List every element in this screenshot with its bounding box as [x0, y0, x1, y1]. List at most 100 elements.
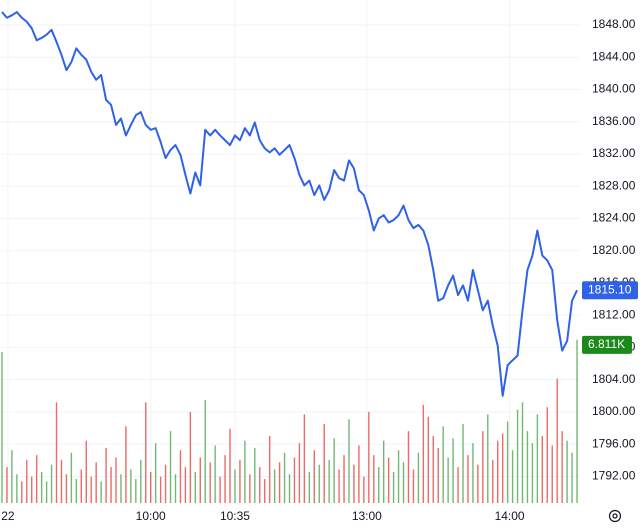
- x-tick-label: 22: [1, 509, 15, 523]
- volume-bar: [511, 450, 514, 503]
- volume-bar: [140, 459, 142, 503]
- volume-bar: [323, 423, 325, 503]
- price-label-box: [582, 281, 638, 300]
- volume-bar: [432, 435, 434, 503]
- volume-bar: [194, 471, 197, 503]
- volume-bar: [571, 452, 573, 503]
- y-tick-label: 1836.00: [592, 114, 636, 128]
- volume-bar: [50, 464, 53, 503]
- volume-bar: [159, 476, 162, 503]
- volume-bar: [447, 457, 449, 503]
- volume-bar: [472, 443, 474, 503]
- volume-bar: [541, 435, 544, 503]
- volume-bar: [80, 469, 82, 503]
- x-tick-label: 13:00: [352, 509, 382, 523]
- y-tick-label: 1800.00: [592, 404, 636, 418]
- volume-bar: [333, 438, 335, 503]
- volume-bar: [358, 445, 360, 503]
- x-tick-label: 10:35: [220, 509, 250, 523]
- volume-bar: [26, 459, 28, 503]
- volume-bar: [353, 464, 355, 503]
- volume-bar: [382, 440, 385, 503]
- volume-bar: [11, 450, 13, 503]
- volume-bar: [467, 455, 469, 503]
- volume-bar: [313, 450, 315, 503]
- volume-bar: [526, 431, 529, 503]
- y-tick-label: 1840.00: [592, 82, 636, 96]
- volume-bar: [293, 457, 296, 503]
- volume-bar: [120, 474, 122, 503]
- volume-bar: [249, 474, 251, 503]
- volume-bar: [35, 455, 38, 503]
- volume-bar: [506, 421, 509, 503]
- volume-bar: [268, 435, 271, 503]
- settings-icon[interactable]: [608, 509, 622, 523]
- volume-bar: [492, 459, 494, 503]
- price-label: 1815.10: [588, 282, 632, 296]
- gear-inner: [612, 513, 618, 519]
- volume-bar: [482, 431, 484, 503]
- volume-bar: [1, 352, 3, 503]
- volume-bar: [437, 447, 439, 503]
- volume-bar: [442, 426, 444, 503]
- volume-bar: [100, 481, 102, 503]
- volume-bar: [462, 423, 464, 503]
- volume-bar: [273, 469, 276, 503]
- volume-bar: [397, 450, 400, 503]
- volume-bar: [204, 400, 206, 503]
- volume-bar: [229, 428, 231, 503]
- volume-bar: [224, 455, 226, 503]
- volume-bar: [318, 464, 320, 503]
- y-tick-label: 1832.00: [592, 146, 636, 160]
- y-tick-label: 1824.00: [592, 211, 636, 225]
- volume-bar: [85, 440, 87, 503]
- volume-bar: [303, 414, 306, 503]
- volume-bar: [31, 476, 33, 503]
- volume-bar: [70, 452, 73, 503]
- volume-bar: [283, 452, 286, 503]
- volume-bar: [417, 452, 420, 503]
- volume-bar: [551, 445, 553, 503]
- volume-bar: [150, 471, 152, 503]
- volume-bar: [55, 402, 58, 503]
- volume-bar: [259, 467, 261, 503]
- volume-bar: [328, 459, 330, 503]
- volume-bar: [536, 414, 539, 503]
- volume-bar: [105, 447, 107, 503]
- volume-bar: [368, 411, 370, 503]
- volume-bar: [412, 469, 415, 503]
- volume-bar: [422, 404, 425, 503]
- volume-bar: [516, 409, 519, 503]
- volume-bar: [378, 467, 380, 503]
- volume-bar: [363, 476, 365, 503]
- volume-bar: [45, 481, 48, 503]
- volume-bar: [407, 431, 410, 503]
- volume-bar: [95, 462, 97, 503]
- volume-bar: [40, 471, 43, 503]
- volume-bar: [556, 378, 558, 503]
- volume-bar: [219, 476, 221, 503]
- volume-bar: [254, 447, 256, 503]
- volume-bar: [521, 402, 524, 503]
- volume-bar: [145, 402, 147, 503]
- volume-bar: [179, 450, 182, 503]
- volume-bar: [531, 443, 534, 503]
- volume-bar: [487, 414, 489, 503]
- x-tick-label: 10:00: [136, 509, 166, 523]
- volume-bar: [264, 479, 266, 503]
- volume-bar: [75, 479, 78, 503]
- volume-bar: [130, 469, 132, 503]
- volume-bar: [298, 443, 301, 503]
- volume-bar: [154, 443, 157, 503]
- volume-bar: [288, 474, 291, 503]
- volume-bar: [60, 459, 63, 503]
- volume-bar: [387, 457, 390, 503]
- volume-bar: [348, 419, 350, 503]
- volume-bar: [239, 459, 241, 503]
- volume-bar: [457, 467, 459, 503]
- y-tick-label: 1796.00: [592, 436, 636, 450]
- volume-bar: [90, 476, 92, 503]
- volume-bar: [135, 479, 137, 503]
- y-tick-label: 1820.00: [592, 243, 636, 257]
